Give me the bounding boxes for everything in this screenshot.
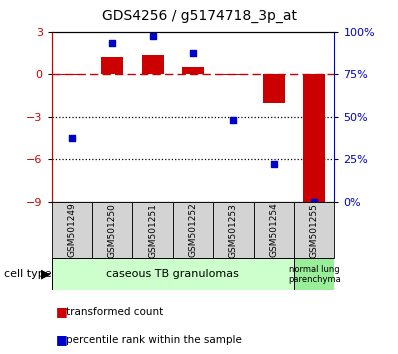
Text: ■: ■ [56, 333, 68, 346]
Point [271, 161, 277, 166]
Bar [182, 67, 204, 74]
Bar [173, 202, 213, 258]
Text: normal lung
parenchyma: normal lung parenchyma [288, 265, 341, 284]
Text: GSM501252: GSM501252 [189, 203, 197, 257]
Point [311, 199, 317, 205]
Point [109, 40, 115, 46]
Bar [92, 202, 133, 258]
Bar [61, 74, 83, 75]
Text: GDS4256 / g5174718_3p_at: GDS4256 / g5174718_3p_at [101, 9, 297, 23]
Text: cell type: cell type [4, 269, 52, 279]
Bar [294, 202, 334, 258]
Bar [52, 258, 294, 290]
Bar [133, 202, 173, 258]
Bar [213, 202, 254, 258]
Text: GSM501250: GSM501250 [108, 202, 117, 258]
Text: GSM501253: GSM501253 [229, 202, 238, 258]
Bar [101, 57, 123, 74]
Text: percentile rank within the sample: percentile rank within the sample [66, 335, 242, 345]
Text: GSM501255: GSM501255 [310, 202, 319, 258]
Point [230, 117, 236, 122]
Bar [263, 74, 285, 103]
Text: ■: ■ [56, 305, 68, 318]
Point [69, 135, 75, 141]
Bar [142, 55, 164, 74]
Bar [52, 202, 92, 258]
Text: caseous TB granulomas: caseous TB granulomas [106, 269, 239, 279]
Bar [254, 202, 294, 258]
Text: GSM501249: GSM501249 [67, 203, 76, 257]
Text: GSM501251: GSM501251 [148, 202, 157, 258]
Text: transformed count: transformed count [66, 307, 163, 316]
Bar [294, 258, 334, 290]
Bar [222, 74, 244, 75]
Text: ▶: ▶ [41, 268, 51, 281]
Text: GSM501254: GSM501254 [269, 203, 278, 257]
Point [150, 33, 156, 39]
Point [190, 50, 196, 56]
Bar [303, 74, 325, 202]
